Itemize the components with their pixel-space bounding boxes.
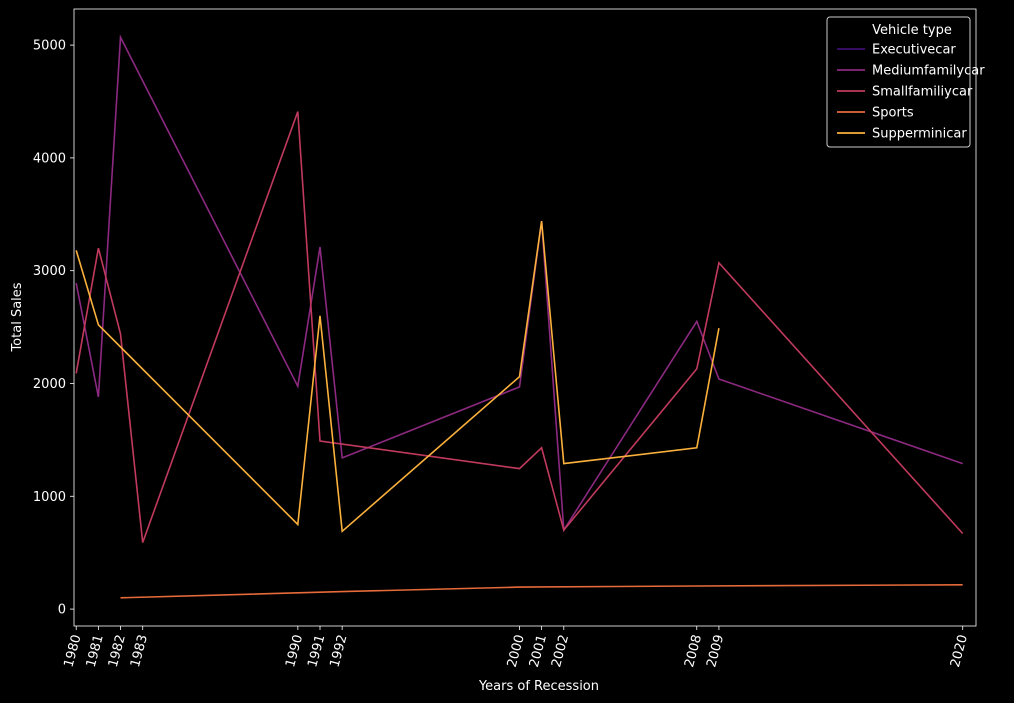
y-tick-label: 4000 <box>33 151 66 166</box>
x-axis-label: Years of Recession <box>478 679 599 694</box>
legend-entry: Smallfamiliycar <box>872 85 973 100</box>
series-line-supperminicar <box>75 220 720 533</box>
legend-entry: Executivecar <box>872 43 956 58</box>
legend-entry: Sports <box>872 106 914 121</box>
series-lines <box>75 34 964 599</box>
y-tick-label: 1000 <box>33 490 66 505</box>
legend-entry: Supperminicar <box>872 127 967 142</box>
y-axis-label: Total Sales <box>10 282 25 352</box>
y-axis: 0 1000 2000 3000 4000 5000 <box>33 39 74 618</box>
y-tick-label: 2000 <box>33 377 66 392</box>
y-tick-label: 5000 <box>33 39 66 54</box>
series-line-sports <box>120 583 963 599</box>
legend: Vehicle type Executivecar Mediumfamilycar… <box>826 16 985 148</box>
series-line-mediumfamilycar <box>75 34 963 533</box>
y-tick-label: 3000 <box>33 264 66 279</box>
series-line-smallfamiliycar <box>75 111 964 543</box>
legend-title: Vehicle type <box>872 23 952 38</box>
y-tick-label: 0 <box>58 603 66 618</box>
plot-area-frame <box>73 8 977 627</box>
legend-entry: Mediumfamilycar <box>872 64 985 79</box>
